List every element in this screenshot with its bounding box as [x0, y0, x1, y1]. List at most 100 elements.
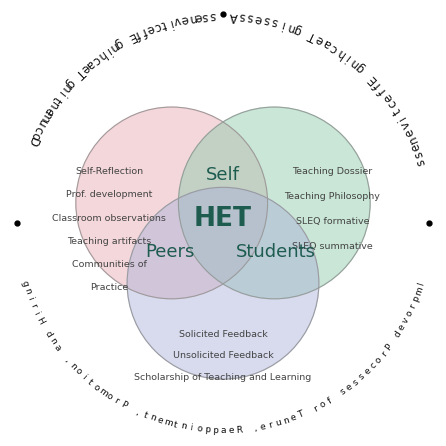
Text: Teaching Dossier: Teaching Dossier — [292, 167, 372, 176]
Text: a: a — [321, 36, 334, 51]
Text: e: e — [78, 61, 92, 76]
Text: I: I — [417, 281, 426, 286]
Text: HET: HET — [194, 206, 252, 232]
Text: c: c — [386, 98, 400, 110]
Text: s: s — [270, 15, 279, 29]
Text: SLEQ summative: SLEQ summative — [292, 242, 373, 251]
Text: t: t — [50, 94, 63, 105]
Text: g: g — [20, 280, 30, 288]
Text: e: e — [228, 425, 234, 435]
Text: t: t — [391, 105, 404, 116]
Text: s: s — [209, 9, 215, 23]
Text: a: a — [220, 426, 226, 435]
Text: m: m — [36, 109, 54, 125]
Text: s: s — [339, 387, 347, 397]
Text: a: a — [83, 57, 97, 71]
Text: r: r — [268, 420, 273, 429]
Text: ,: , — [134, 407, 140, 417]
Text: E: E — [125, 29, 137, 45]
Text: o: o — [318, 400, 327, 410]
Text: n: n — [347, 55, 361, 70]
Text: H: H — [34, 315, 45, 326]
Text: n: n — [148, 413, 157, 423]
Text: e: e — [145, 21, 156, 36]
Text: s: s — [414, 157, 429, 167]
Text: n: n — [47, 336, 58, 346]
Text: o: o — [73, 367, 83, 377]
Text: e: e — [253, 12, 263, 25]
Text: d: d — [43, 330, 54, 339]
Text: f: f — [371, 79, 384, 91]
Text: ,: , — [253, 423, 257, 433]
Text: o: o — [405, 309, 415, 318]
Text: T: T — [306, 29, 318, 43]
Text: e: e — [194, 10, 202, 24]
Text: o: o — [105, 391, 114, 402]
Text: o: o — [374, 355, 384, 365]
Text: Students: Students — [235, 243, 316, 261]
Text: e: e — [397, 323, 407, 332]
Circle shape — [178, 107, 370, 299]
Text: m: m — [162, 417, 173, 428]
Text: Prof. development: Prof. development — [66, 190, 153, 199]
Text: c: c — [31, 124, 45, 135]
Text: n: n — [186, 11, 196, 25]
Text: n: n — [282, 415, 290, 426]
Text: o: o — [91, 382, 101, 392]
Text: p: p — [204, 425, 210, 434]
Text: Teaching artifacts: Teaching artifacts — [67, 237, 151, 246]
Text: Teaching Philosophy: Teaching Philosophy — [285, 192, 380, 201]
Text: f: f — [133, 27, 142, 41]
Text: i: i — [102, 45, 112, 58]
Text: i: i — [395, 113, 408, 122]
Text: Self-Reflection: Self-Reflection — [75, 167, 143, 176]
Text: g: g — [62, 76, 77, 91]
Text: c: c — [368, 361, 378, 371]
Text: n: n — [67, 361, 78, 371]
Text: n: n — [405, 133, 420, 145]
Text: T: T — [73, 66, 87, 80]
Text: a: a — [52, 343, 62, 352]
Text: r: r — [112, 396, 120, 406]
Text: o: o — [196, 424, 202, 434]
Circle shape — [127, 187, 319, 379]
Text: e: e — [289, 413, 298, 423]
Text: r: r — [408, 303, 418, 310]
Text: e: e — [402, 126, 417, 138]
Text: Peers: Peers — [146, 243, 195, 261]
Text: e: e — [180, 12, 189, 26]
Text: r: r — [379, 350, 388, 358]
Text: s: s — [357, 372, 367, 382]
Text: i: i — [167, 16, 174, 29]
Text: e: e — [345, 382, 355, 392]
Text: e: e — [363, 366, 373, 377]
Text: e: e — [314, 32, 326, 47]
Text: i: i — [54, 88, 67, 99]
Text: i: i — [80, 373, 88, 381]
Text: s: s — [351, 377, 360, 387]
Text: t: t — [86, 378, 95, 387]
Text: Unsolicited Feedback: Unsolicited Feedback — [173, 351, 273, 360]
Text: s: s — [412, 149, 426, 160]
Text: e: e — [259, 421, 266, 431]
Text: e: e — [409, 141, 423, 153]
Text: r: r — [28, 303, 38, 310]
Text: m: m — [413, 285, 425, 297]
Text: E: E — [365, 71, 379, 86]
Text: s: s — [202, 10, 209, 23]
Text: u: u — [274, 418, 282, 428]
Text: r: r — [312, 404, 319, 413]
Text: v: v — [398, 119, 413, 131]
Text: SLEQ formative: SLEQ formative — [296, 217, 369, 226]
Text: T: T — [297, 410, 305, 420]
Text: v: v — [401, 316, 411, 325]
Text: Classroom observations: Classroom observations — [52, 214, 166, 223]
Text: f: f — [140, 25, 149, 38]
Text: c: c — [328, 41, 340, 55]
Text: h: h — [95, 48, 108, 62]
Text: c: c — [89, 52, 102, 66]
Text: Self: Self — [206, 166, 240, 184]
Text: Solicited Feedback: Solicited Feedback — [179, 330, 267, 339]
Text: s: s — [262, 13, 271, 27]
Text: s: s — [238, 10, 246, 23]
